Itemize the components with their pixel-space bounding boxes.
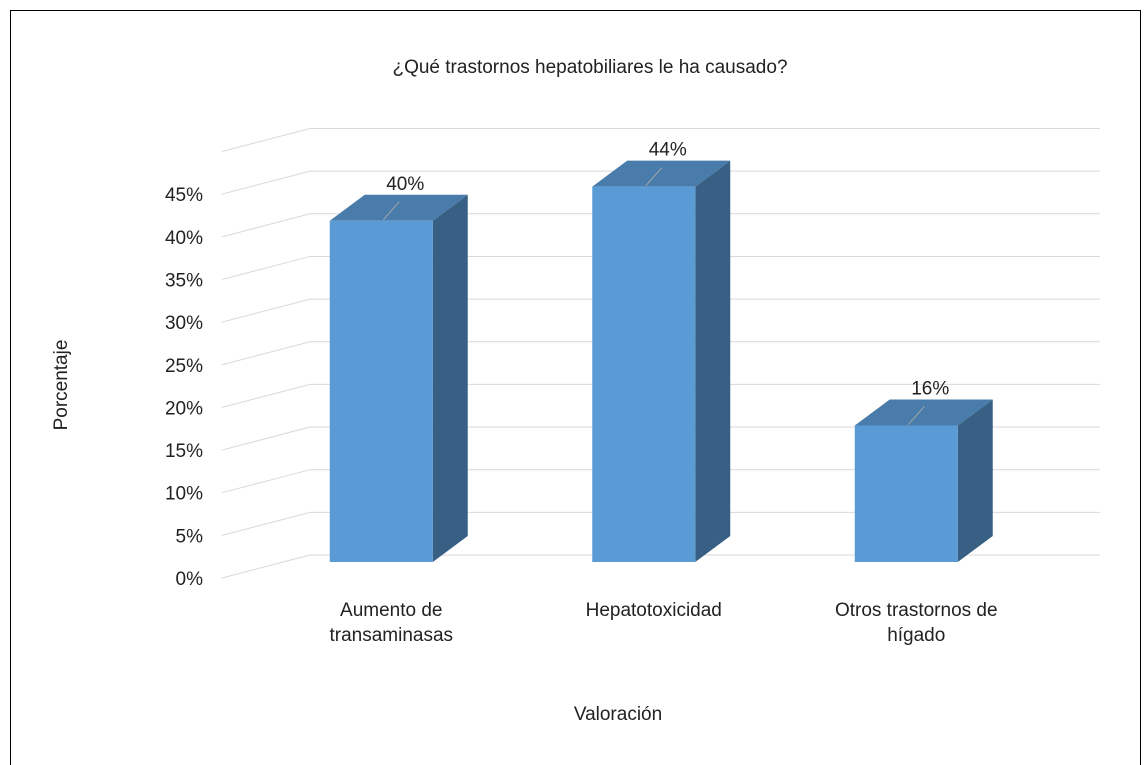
chart-border — [10, 10, 1141, 765]
bar-side — [695, 160, 731, 562]
grid-line — [221, 213, 1100, 238]
grid-line — [221, 383, 1100, 408]
data-label: 40% — [386, 174, 424, 195]
x-axis-title: Valoración — [574, 704, 662, 725]
y-tick-label: 20% — [165, 398, 203, 419]
bar-side — [432, 194, 468, 563]
data-label: 44% — [649, 140, 687, 161]
grid-line — [221, 426, 1100, 451]
bar-top — [854, 399, 993, 426]
bar — [592, 160, 731, 562]
label-leader — [382, 201, 400, 221]
y-tick-label: 30% — [165, 313, 203, 334]
grid-line — [221, 255, 1100, 280]
y-tick-label: 0% — [176, 569, 204, 590]
grid-line — [221, 469, 1100, 494]
label-leader — [645, 167, 663, 187]
bar — [854, 399, 993, 562]
grid-line — [221, 298, 1100, 323]
x-tick-label: Otros trastornos de hígado — [834, 600, 998, 646]
x-tick-label: Aumento de transaminasas — [329, 600, 454, 646]
bar-front — [592, 186, 696, 562]
y-tick-label: 25% — [165, 356, 203, 377]
data-label: 16% — [911, 379, 949, 400]
y-tick-label: 5% — [176, 526, 204, 547]
bar-front — [329, 220, 433, 563]
x-tick-label: Hepatotoxicidad — [585, 600, 722, 621]
grid-line — [221, 554, 1100, 579]
grid-line — [221, 170, 1100, 195]
y-tick-label: 40% — [165, 228, 203, 249]
grid-line — [221, 128, 1100, 152]
label-leader — [907, 406, 925, 425]
y-tick-label: 10% — [165, 484, 203, 505]
y-tick-label: 45% — [165, 185, 203, 206]
y-tick-label: 35% — [165, 270, 203, 291]
grid-line — [221, 511, 1100, 536]
bar-side — [957, 399, 993, 562]
bar-top — [592, 160, 731, 187]
grid-line — [221, 341, 1100, 366]
y-axis-title: Porcentaje — [51, 340, 72, 431]
bar-front — [854, 425, 958, 562]
y-tick-label: 15% — [165, 441, 203, 462]
chart-title: ¿Qué trastornos hepatobiliares le ha cau… — [392, 57, 787, 78]
bar — [329, 194, 468, 563]
bar-top — [329, 194, 468, 221]
